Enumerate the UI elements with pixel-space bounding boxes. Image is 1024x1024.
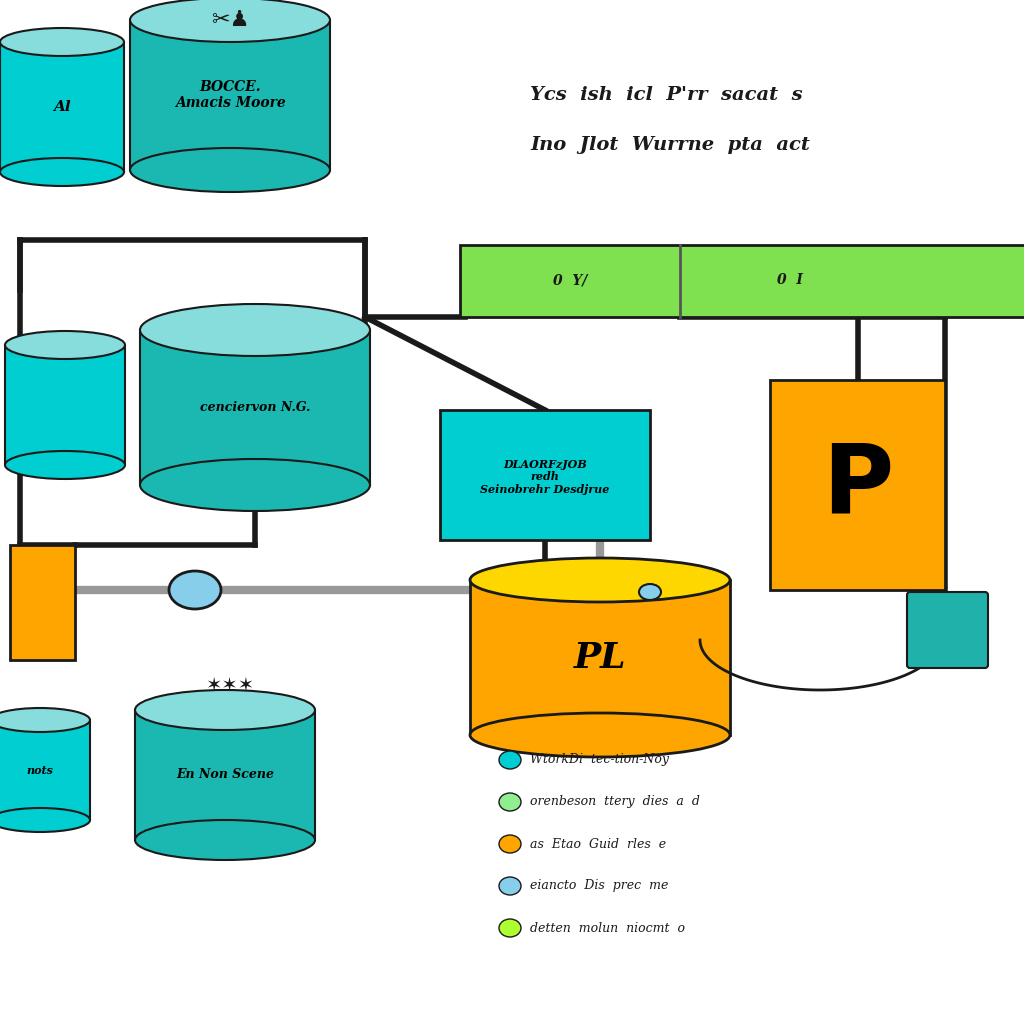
Ellipse shape	[499, 793, 521, 811]
Text: WtorkDi  tec-tion-Noy: WtorkDi tec-tion-Noy	[530, 754, 669, 767]
Text: BOCCE.
Amacis Moore: BOCCE. Amacis Moore	[175, 80, 286, 111]
Ellipse shape	[499, 835, 521, 853]
Polygon shape	[470, 580, 730, 735]
Ellipse shape	[5, 451, 125, 479]
FancyBboxPatch shape	[770, 380, 945, 590]
Ellipse shape	[499, 877, 521, 895]
Text: Ino  Jlot  Wurrne  pta  act: Ino Jlot Wurrne pta act	[530, 136, 810, 154]
Ellipse shape	[135, 820, 315, 860]
Text: orenbeson  ttery  dies  a  d: orenbeson ttery dies a d	[530, 796, 699, 809]
Ellipse shape	[140, 459, 370, 511]
Ellipse shape	[140, 304, 370, 356]
Text: P: P	[822, 439, 894, 532]
FancyBboxPatch shape	[10, 545, 75, 660]
FancyBboxPatch shape	[460, 245, 1024, 317]
FancyBboxPatch shape	[440, 410, 650, 540]
Text: 0  Y/: 0 Y/	[553, 273, 587, 287]
Text: ✶✶✶: ✶✶✶	[206, 676, 255, 695]
Ellipse shape	[130, 0, 330, 42]
Ellipse shape	[135, 690, 315, 730]
Ellipse shape	[169, 571, 221, 609]
Ellipse shape	[499, 919, 521, 937]
FancyBboxPatch shape	[907, 592, 988, 668]
Polygon shape	[5, 345, 125, 465]
Text: Al: Al	[53, 100, 71, 114]
Text: detten  molun  niocmt  o: detten molun niocmt o	[530, 922, 685, 935]
Ellipse shape	[470, 558, 730, 602]
Ellipse shape	[0, 708, 90, 732]
Text: 0  I: 0 I	[777, 273, 803, 287]
Text: ✂♟: ✂♟	[211, 10, 249, 30]
Polygon shape	[0, 720, 90, 820]
Polygon shape	[135, 710, 315, 840]
Text: PL: PL	[573, 640, 627, 675]
Text: eiancto  Dis  prec  me: eiancto Dis prec me	[530, 880, 669, 893]
Text: nots: nots	[27, 765, 53, 775]
Polygon shape	[140, 330, 370, 485]
Text: En Non Scene: En Non Scene	[176, 768, 274, 781]
Ellipse shape	[130, 148, 330, 193]
Polygon shape	[130, 20, 330, 170]
Ellipse shape	[499, 751, 521, 769]
Ellipse shape	[0, 28, 124, 56]
Ellipse shape	[470, 713, 730, 757]
Text: DLAORFzJOB
redh
Seinobrehr Desdjrue: DLAORFzJOB redh Seinobrehr Desdjrue	[480, 459, 609, 496]
Polygon shape	[0, 42, 124, 172]
Text: cenciervon N.G.: cenciervon N.G.	[200, 401, 310, 414]
Ellipse shape	[0, 158, 124, 186]
Text: as  Etao  Guid  rles  e: as Etao Guid rles e	[530, 838, 667, 851]
Text: Ycs  ish  icl  P'rr  sacat  s: Ycs ish icl P'rr sacat s	[530, 86, 803, 104]
Ellipse shape	[639, 584, 662, 600]
Ellipse shape	[5, 331, 125, 359]
Ellipse shape	[0, 808, 90, 831]
